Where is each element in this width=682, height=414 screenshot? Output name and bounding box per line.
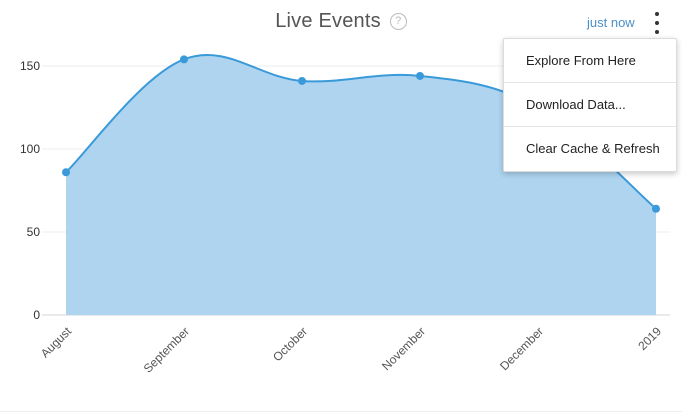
menu-item-explore-from-here[interactable]: Explore From Here: [504, 39, 676, 83]
x-axis-ticks: August September October November December 20…: [38, 324, 665, 376]
more-options-icon[interactable]: [650, 12, 664, 34]
y-tick-label: 150: [20, 59, 40, 73]
kebab-dot: [655, 30, 659, 34]
x-tick-label: October: [270, 324, 310, 364]
kebab-dot: [655, 21, 659, 25]
x-tick-label: September: [141, 324, 192, 375]
menu-item-clear-cache-refresh[interactable]: Clear Cache & Refresh: [526, 141, 660, 156]
y-axis-ticks: 0 50 100 150: [20, 59, 40, 322]
options-dropdown-menu: Explore From Here Download Data... Clear…: [503, 38, 677, 172]
widget-title: Live Events: [275, 10, 381, 32]
x-tick-label: December: [497, 324, 546, 373]
widget-header: Live Events? just now: [0, 0, 682, 46]
bottom-divider: [0, 411, 682, 412]
data-point-november[interactable]: [416, 71, 424, 80]
menu-item-download-data[interactable]: Download Data...: [504, 83, 676, 127]
last-updated-timestamp: just now: [587, 15, 635, 30]
y-tick-label: 100: [20, 142, 40, 156]
x-tick-label: November: [379, 324, 428, 373]
data-point-september[interactable]: [180, 55, 188, 64]
data-point-october[interactable]: [298, 76, 306, 85]
kebab-dot: [655, 12, 659, 16]
y-tick-label: 0: [33, 308, 40, 322]
data-point-2019[interactable]: [652, 204, 660, 213]
data-point-august[interactable]: [62, 168, 70, 177]
y-tick-label: 50: [27, 225, 41, 239]
help-icon[interactable]: ?: [389, 13, 407, 30]
title-area: Live Events?: [0, 10, 682, 33]
x-tick-label: 2019: [635, 324, 664, 353]
x-tick-label: August: [38, 324, 75, 361]
